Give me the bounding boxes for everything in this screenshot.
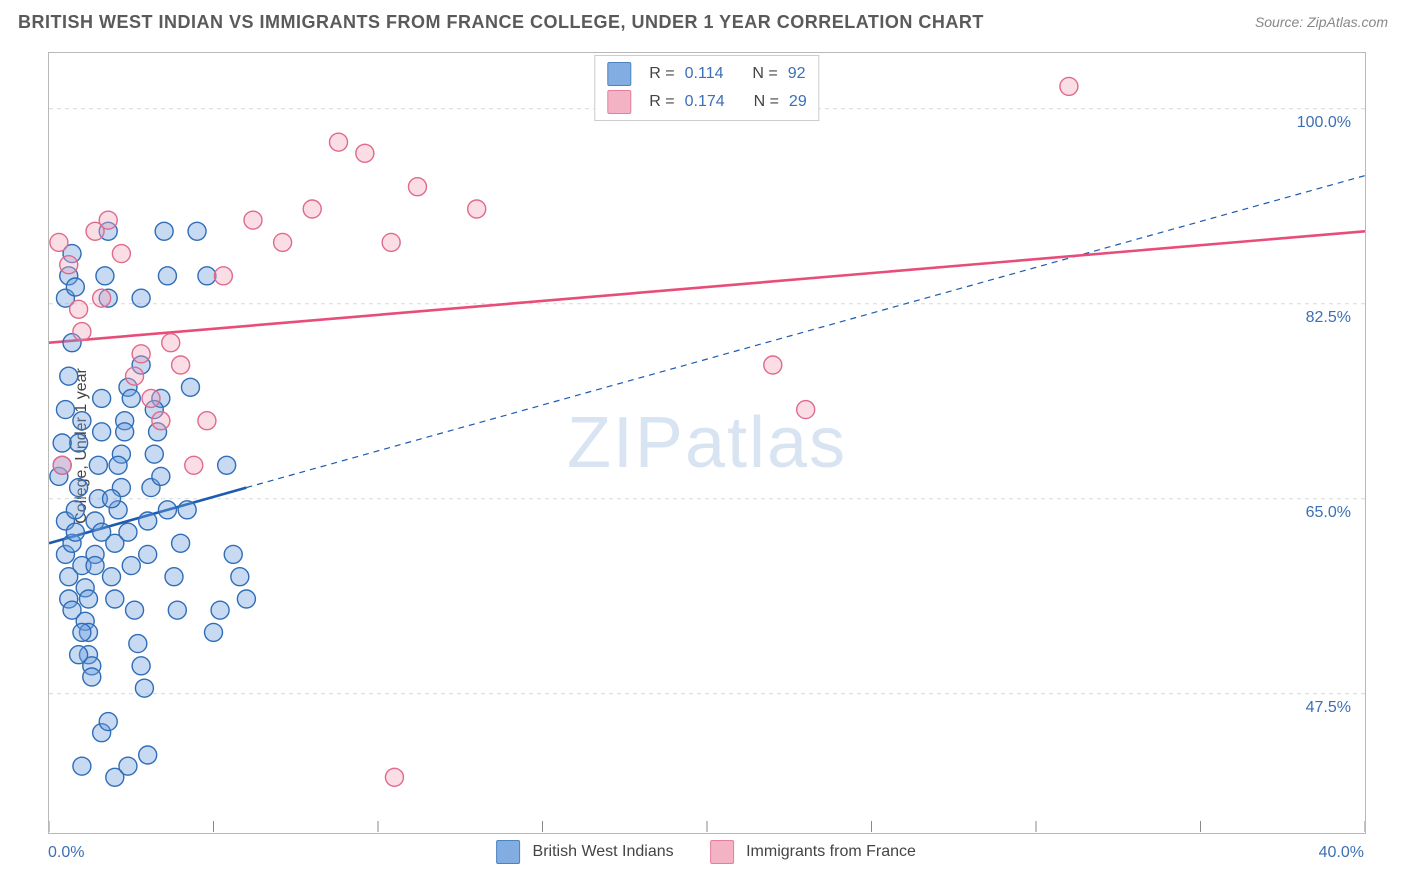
n-value-bwi: 92 [788,65,806,83]
r-label: R = [649,93,674,111]
scatter-plot-svg [49,53,1365,833]
y-tick-label: 100.0% [1297,114,1351,132]
correlation-legend: R = 0.114 N = 92 R = 0.174 N = 29 [594,55,819,121]
legend-item-france: Immigrants from France [710,840,916,864]
y-tick-label: 82.5% [1306,309,1351,327]
y-tick-label: 47.5% [1306,699,1351,717]
correlation-row-france: R = 0.174 N = 29 [607,88,806,116]
x-axis-min-label: 0.0% [48,844,84,862]
series-legend: British West Indians Immigrants from Fra… [496,840,916,864]
x-axis-area: 0.0% 40.0% British West Indians Immigran… [48,838,1364,886]
r-value-france: 0.174 [685,93,725,111]
swatch-bwi-bottom [496,840,520,864]
r-label: R = [649,65,674,83]
x-axis-max-label: 40.0% [1319,844,1364,862]
y-tick-label: 65.0% [1306,504,1351,522]
r-value-bwi: 0.114 [685,65,724,83]
swatch-france-bottom [710,840,734,864]
legend-label-france: Immigrants from France [746,843,916,860]
plot-area: ZIPatlas R = 0.114 N = 92 R = 0.174 N = … [48,52,1366,834]
n-label: N = [754,93,779,111]
swatch-bwi [607,62,631,86]
source-attribution: Source: ZipAtlas.com [1255,14,1388,30]
legend-label-bwi: British West Indians [533,843,674,860]
n-label: N = [752,65,777,83]
legend-item-bwi: British West Indians [496,840,674,864]
correlation-row-bwi: R = 0.114 N = 92 [607,60,806,88]
chart-title: BRITISH WEST INDIAN VS IMMIGRANTS FROM F… [18,12,984,32]
swatch-france [607,90,631,114]
n-value-france: 29 [789,93,807,111]
